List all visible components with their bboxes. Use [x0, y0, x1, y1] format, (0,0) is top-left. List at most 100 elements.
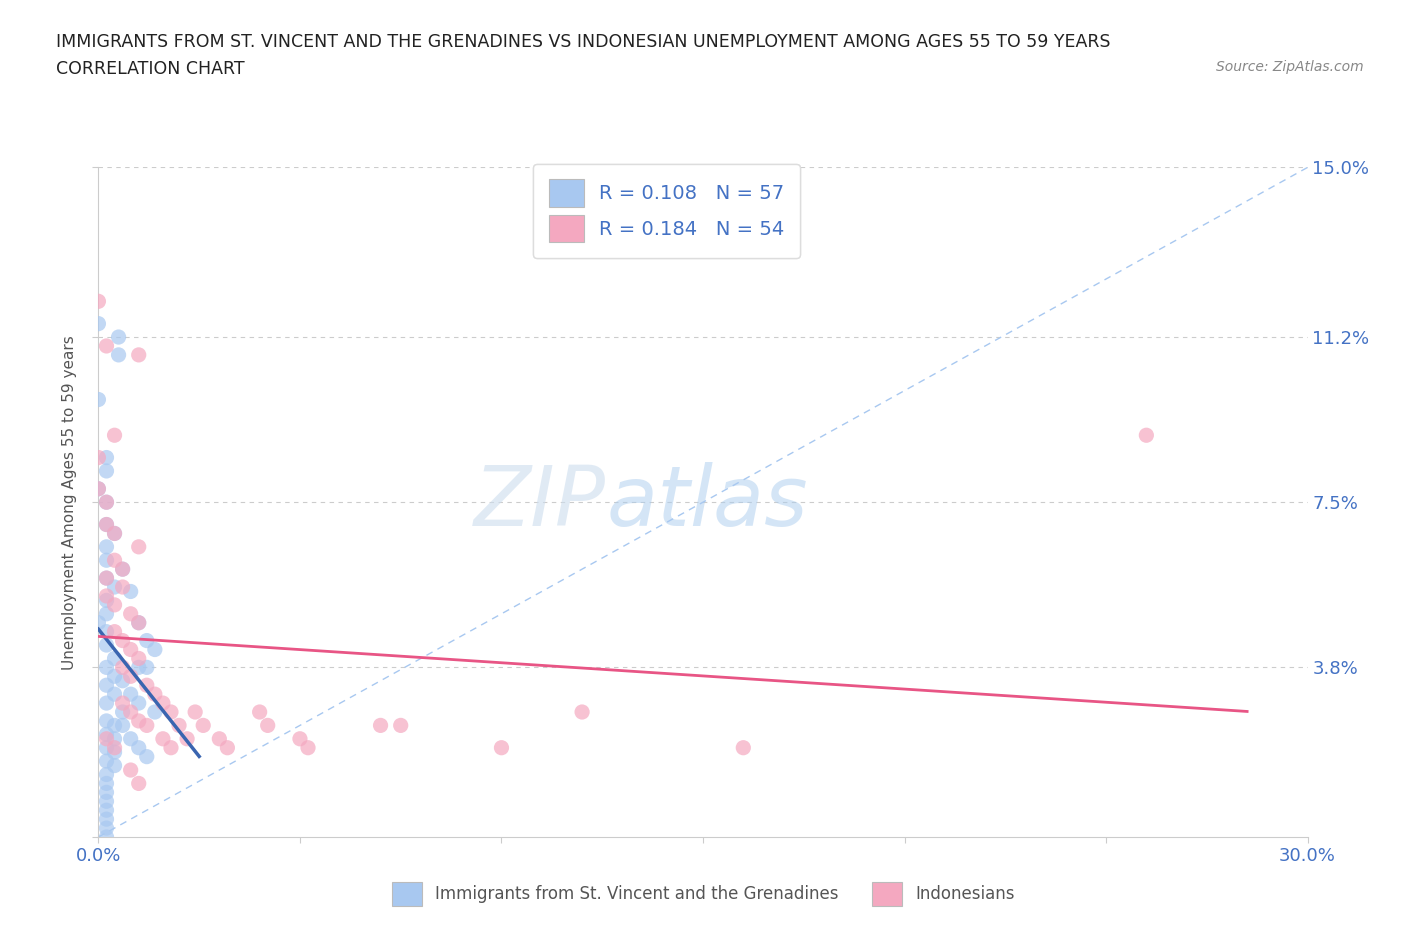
Point — [96, 740, 118, 755]
Text: CORRELATION CHART: CORRELATION CHART — [56, 60, 245, 78]
Point — [120, 584, 142, 599]
Point — [96, 450, 118, 465]
Point — [128, 713, 150, 728]
Point — [370, 718, 392, 733]
Point — [87, 482, 110, 497]
Point — [96, 767, 118, 782]
Point — [96, 495, 118, 510]
Point — [111, 718, 134, 733]
Point — [297, 740, 319, 755]
Point — [87, 616, 110, 631]
Point — [120, 669, 142, 684]
Point — [143, 705, 166, 720]
Point — [103, 526, 125, 541]
Point — [208, 731, 231, 746]
Point — [128, 651, 150, 666]
Point — [103, 686, 125, 701]
Point — [120, 731, 142, 746]
Point — [143, 642, 166, 657]
Point — [120, 606, 142, 621]
Point — [152, 731, 174, 746]
Point — [96, 794, 118, 809]
Point — [96, 820, 118, 835]
Point — [87, 316, 110, 331]
Point — [103, 651, 125, 666]
Point — [87, 482, 110, 497]
Point — [128, 539, 150, 554]
Point — [152, 696, 174, 711]
Point — [96, 713, 118, 728]
Point — [103, 428, 125, 443]
Y-axis label: Unemployment Among Ages 55 to 59 years: Unemployment Among Ages 55 to 59 years — [62, 335, 77, 670]
Point — [103, 579, 125, 594]
Point — [120, 705, 142, 720]
Point — [96, 638, 118, 653]
Point — [103, 758, 125, 773]
Point — [143, 686, 166, 701]
Point — [128, 348, 150, 363]
Point — [193, 718, 215, 733]
Point — [96, 552, 118, 567]
Point — [111, 705, 134, 720]
Point — [107, 329, 129, 344]
Text: atlas: atlas — [606, 461, 808, 543]
Point — [96, 539, 118, 554]
Point — [120, 686, 142, 701]
Point — [103, 624, 125, 639]
Point — [135, 633, 157, 648]
Point — [103, 731, 125, 746]
Point — [103, 526, 125, 541]
Point — [103, 552, 125, 567]
Point — [96, 785, 118, 800]
Point — [103, 597, 125, 612]
Point — [96, 339, 118, 353]
Point — [103, 718, 125, 733]
Point — [96, 571, 118, 586]
Point — [160, 705, 183, 720]
Point — [571, 705, 593, 720]
Point — [1135, 428, 1157, 443]
Point — [128, 740, 150, 755]
Point — [96, 463, 118, 478]
Point — [96, 624, 118, 639]
Point — [389, 718, 412, 733]
Text: IMMIGRANTS FROM ST. VINCENT AND THE GRENADINES VS INDONESIAN UNEMPLOYMENT AMONG : IMMIGRANTS FROM ST. VINCENT AND THE GREN… — [56, 33, 1111, 50]
Point — [103, 740, 125, 755]
Point — [184, 705, 207, 720]
Point — [87, 392, 110, 407]
Point — [128, 660, 150, 675]
Point — [135, 660, 157, 675]
Point — [96, 803, 118, 817]
Point — [96, 606, 118, 621]
Point — [111, 696, 134, 711]
Legend: Immigrants from St. Vincent and the Grenadines, Indonesians: Immigrants from St. Vincent and the Gren… — [385, 875, 1021, 912]
Legend: R = 0.108   N = 57, R = 0.184   N = 54: R = 0.108 N = 57, R = 0.184 N = 54 — [533, 164, 800, 258]
Point — [111, 673, 134, 688]
Point — [96, 517, 118, 532]
Point — [135, 750, 157, 764]
Point — [96, 776, 118, 790]
Point — [96, 731, 118, 746]
Point — [167, 718, 190, 733]
Point — [256, 718, 278, 733]
Point — [128, 616, 150, 631]
Point — [160, 740, 183, 755]
Point — [120, 763, 142, 777]
Point — [217, 740, 239, 755]
Point — [733, 740, 755, 755]
Point — [107, 348, 129, 363]
Point — [96, 678, 118, 693]
Point — [176, 731, 198, 746]
Point — [96, 660, 118, 675]
Point — [96, 495, 118, 510]
Point — [249, 705, 271, 720]
Point — [111, 633, 134, 648]
Text: ZIP: ZIP — [474, 461, 606, 543]
Point — [103, 669, 125, 684]
Point — [96, 812, 118, 827]
Point — [96, 593, 118, 608]
Point — [96, 571, 118, 586]
Point — [87, 294, 110, 309]
Point — [96, 727, 118, 742]
Point — [96, 589, 118, 604]
